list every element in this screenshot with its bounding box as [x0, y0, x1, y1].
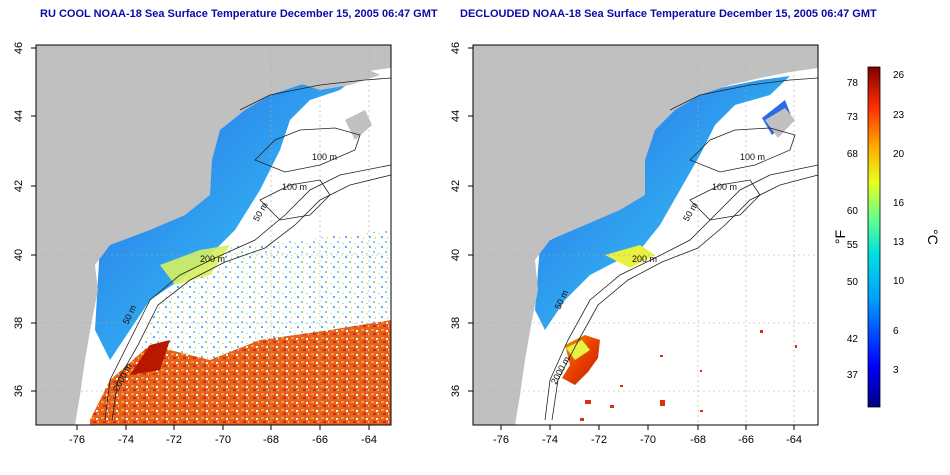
left-ticks — [31, 47, 370, 430]
fahrenheit-tick: 55 — [847, 240, 859, 251]
fahrenheit-tick: 50 — [847, 277, 859, 288]
fahrenheit-axis-label: °F — [832, 230, 848, 244]
left-contour-label-1: 100 m — [312, 152, 337, 162]
left-gridlines — [36, 45, 391, 425]
left-gulf-land — [290, 68, 380, 90]
left-hot-spot — [130, 340, 170, 375]
left-x-tick-label: -76 — [69, 434, 85, 446]
right-map-frame — [472, 44, 819, 426]
left-y-tick-label: 40 — [13, 249, 25, 261]
right-x-tick-label: -70 — [640, 434, 656, 446]
celsius-axis-label: °C — [925, 229, 941, 245]
left-x-tick-label: -68 — [263, 434, 279, 446]
celsius-tick: 3 — [893, 365, 899, 376]
right-x-tick-label: -74 — [542, 434, 558, 446]
right-eddy-core — [566, 340, 590, 360]
fahrenheit-tick: 60 — [847, 206, 859, 217]
right-x-tick-label: -68 — [690, 434, 706, 446]
right-y-tick-label: 36 — [450, 385, 462, 397]
right-scattered-warm-pixels — [580, 330, 797, 421]
left-x-tick-label: -66 — [312, 434, 328, 446]
fahrenheit-tick: 68 — [847, 149, 859, 160]
right-y-tick-label: 42 — [450, 180, 462, 192]
right-y-tick-label: 40 — [450, 249, 462, 261]
left-y-tick-label: 38 — [13, 317, 25, 329]
right-gridlines — [473, 45, 818, 425]
right-x-tick-label: -64 — [786, 434, 802, 446]
left-map-panel: 100 m 100 m 50 m 200 m 50 m 2000 m -76 -… — [13, 42, 392, 446]
right-contour-label-4: 200 m — [632, 254, 657, 264]
celsius-tick: 23 — [893, 110, 905, 121]
temperature-colorbar: 78 73 68 60 55 50 42 37 26 23 20 16 13 1… — [832, 66, 941, 408]
left-map-title: RU COOL NOAA-18 Sea Surface Temperature … — [40, 8, 438, 20]
left-bathymetry-contours — [104, 77, 392, 421]
right-x-tick-label: -76 — [493, 434, 509, 446]
left-contour-label-4: 200 m — [200, 254, 225, 264]
left-y-tick-label: 42 — [13, 180, 25, 192]
fahrenheit-tick: 78 — [847, 78, 859, 89]
left-contour-label-2: 100 m — [282, 182, 307, 192]
left-x-tick-label: -72 — [166, 434, 182, 446]
celsius-tick: 13 — [893, 237, 905, 248]
celsius-tick: 10 — [893, 276, 905, 287]
left-y-tick-label: 44 — [13, 110, 25, 122]
right-x-tick-label: -66 — [738, 434, 754, 446]
left-map-frame — [35, 44, 392, 426]
right-x-tick-label: -72 — [591, 434, 607, 446]
left-land-mass — [36, 45, 391, 425]
fahrenheit-tick: 37 — [847, 370, 859, 381]
right-map-panel: 100 m 100 m 50 m 200 m 50 m 2000 m -76 -… — [450, 42, 819, 446]
right-contour-label-2: 100 m — [712, 182, 737, 192]
left-warm-region — [90, 320, 391, 425]
left-shelf-water — [95, 70, 365, 360]
celsius-tick: 26 — [893, 70, 905, 81]
left-y-tick-label: 36 — [13, 385, 25, 397]
left-x-tick-label: -70 — [215, 434, 231, 446]
right-contour-label-1: 100 m — [740, 152, 765, 162]
right-shelf-water — [535, 76, 790, 330]
right-y-tick-label: 46 — [450, 42, 462, 54]
fahrenheit-tick: 73 — [847, 112, 859, 123]
colorbar-gradient — [867, 66, 881, 408]
left-y-tick-label: 46 — [13, 42, 25, 54]
left-x-tick-label: -74 — [118, 434, 134, 446]
right-land-mass — [473, 45, 818, 425]
right-ticks — [468, 47, 795, 430]
right-warm-band — [605, 245, 655, 268]
celsius-tick: 20 — [893, 149, 905, 160]
right-map-title: DECLOUDED NOAA-18 Sea Surface Temperatur… — [460, 8, 877, 20]
right-y-tick-label: 38 — [450, 317, 462, 329]
right-nova-scotia-island — [765, 108, 795, 138]
celsius-tick: 6 — [893, 326, 899, 337]
right-y-tick-label: 44 — [450, 110, 462, 122]
right-bathymetry-contours — [544, 77, 819, 421]
celsius-tick: 16 — [893, 198, 905, 209]
fahrenheit-tick: 42 — [847, 334, 859, 345]
left-x-tick-label: -64 — [361, 434, 377, 446]
